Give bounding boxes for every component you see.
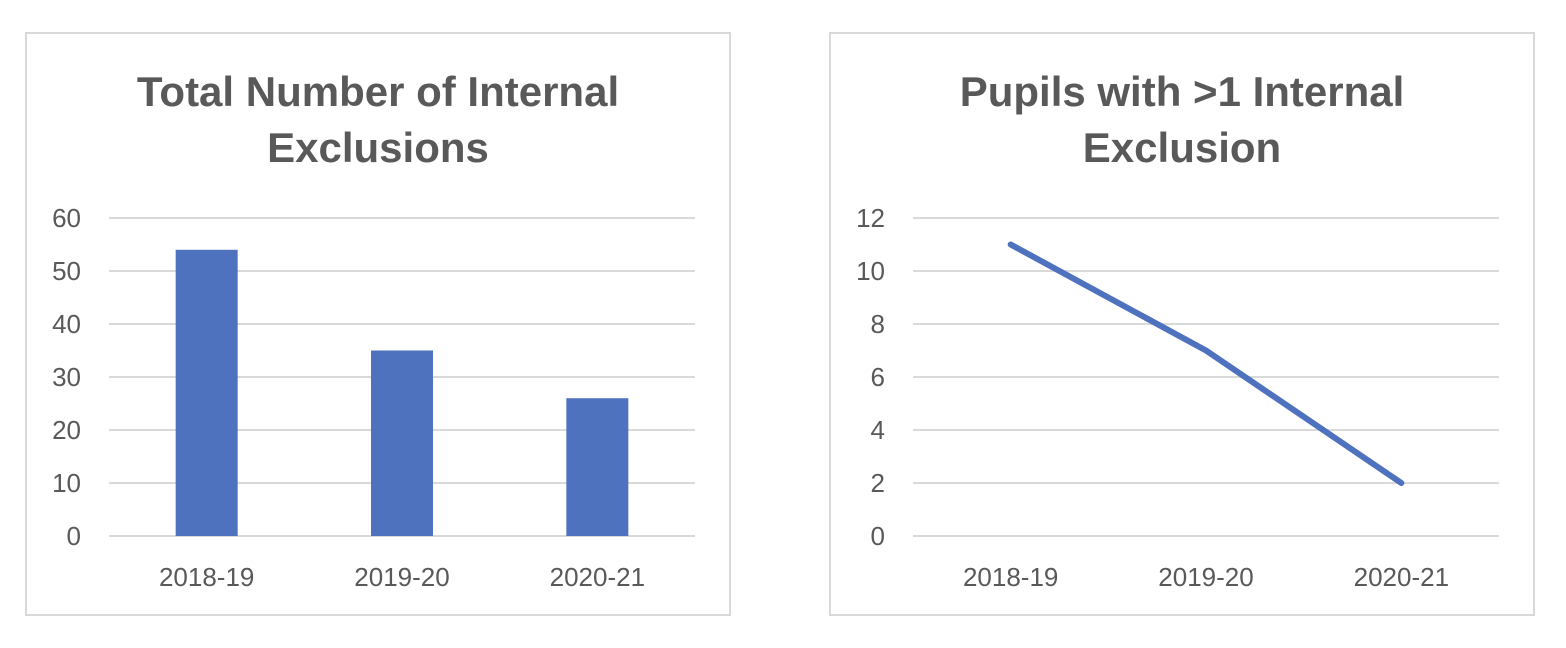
y-tick-label: 12 xyxy=(856,203,885,233)
bar xyxy=(566,398,629,536)
y-tick-label: 4 xyxy=(871,415,885,445)
chart-title: Total Number of Internal Exclusions xyxy=(136,68,620,171)
x-tick-label: 2019-20 xyxy=(354,562,449,592)
y-tick-label: 10 xyxy=(856,256,885,286)
bar-chart-plot: 0 10 20 30 40 50 60 2018-19 2019-20 2020-21 xyxy=(52,203,695,592)
y-tick-label: 0 xyxy=(67,521,81,551)
x-tick-label: 2020-21 xyxy=(550,562,645,592)
y-tick-label: 20 xyxy=(52,415,81,445)
series-line xyxy=(1007,241,1405,486)
x-tick-label: 2019-20 xyxy=(1158,562,1253,592)
y-tick-label: 40 xyxy=(52,309,81,339)
bar xyxy=(371,350,433,536)
y-tick-label: 2 xyxy=(871,468,885,498)
x-tick-label: 2020-21 xyxy=(1354,562,1449,592)
y-tick-label: 50 xyxy=(52,256,81,286)
bar xyxy=(175,249,238,537)
chart-title: Pupils with >1 Internal Exclusion xyxy=(959,68,1405,171)
bar-chart-panel: Total Number of Internal Exclusions 0 10 2… xyxy=(25,32,731,616)
line-chart-plot: 0 2 4 6 8 10 12 2018-19 2019-20 2020-21 xyxy=(856,203,1499,592)
y-tick-label: 8 xyxy=(871,309,885,339)
y-tick-label: 30 xyxy=(52,362,81,392)
y-tick-label: 60 xyxy=(52,203,81,233)
y-tick-label: 6 xyxy=(871,362,885,392)
x-tick-label: 2018-19 xyxy=(159,562,254,592)
y-tick-label: 0 xyxy=(871,521,885,551)
x-tick-label: 2018-19 xyxy=(963,562,1058,592)
line-chart-panel: Pupils with >1 Internal Exclusion 0 2 4 6 8 1… xyxy=(829,32,1535,616)
y-tick-label: 10 xyxy=(52,468,81,498)
